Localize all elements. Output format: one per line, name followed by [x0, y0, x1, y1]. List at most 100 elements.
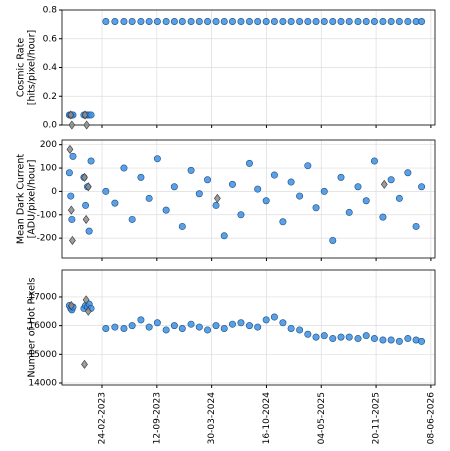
point-marker [66, 144, 74, 154]
point-marker [395, 337, 403, 345]
point-marker [370, 17, 378, 25]
y-tick-label: 200 [40, 140, 57, 150]
point-marker [82, 214, 90, 224]
point-marker [67, 301, 75, 311]
plot-frame [61, 269, 436, 386]
point-marker [128, 17, 136, 25]
point-marker [262, 17, 270, 25]
point-marker [387, 176, 395, 184]
point-marker [170, 17, 178, 25]
point-marker [304, 162, 312, 170]
point-marker [87, 111, 95, 119]
point-marker [162, 17, 170, 25]
y-tick-label: 14000 [28, 378, 57, 388]
point-marker [195, 190, 203, 198]
point-marker [362, 332, 370, 340]
point-marker [195, 17, 203, 25]
point-marker [65, 169, 73, 177]
point-marker [83, 120, 91, 130]
y-axis-label: [hits/pixel/hour] [27, 30, 38, 105]
point-marker [137, 173, 145, 181]
point-marker [145, 194, 153, 202]
point-marker [320, 187, 328, 195]
y-tick-label: 100 [40, 164, 57, 174]
point-marker [187, 17, 195, 25]
point-marker [128, 322, 136, 330]
point-marker [153, 17, 161, 25]
point-marker [320, 17, 328, 25]
point-marker [212, 17, 220, 25]
y-tick-label: 16000 [28, 321, 57, 331]
point-marker [170, 322, 178, 330]
point-marker [204, 176, 212, 184]
point-marker [270, 17, 278, 25]
point-marker [354, 183, 362, 191]
point-marker [212, 322, 220, 330]
point-marker [178, 222, 186, 230]
y-axis-label: Cosmic Rate [16, 38, 27, 97]
plot-frame [61, 139, 436, 259]
point-marker [102, 17, 110, 25]
point-marker [187, 166, 195, 174]
point-marker [220, 232, 228, 240]
point-marker [312, 204, 320, 212]
point-marker [84, 306, 92, 316]
point-marker [418, 17, 426, 25]
point-marker [81, 110, 89, 120]
y-tick-label: 0.4 [43, 63, 58, 73]
point-marker [287, 17, 295, 25]
y-tick-label: -200 [37, 234, 58, 244]
point-marker [228, 17, 236, 25]
point-marker [120, 325, 128, 333]
plot-frame [61, 9, 436, 126]
point-marker [68, 215, 76, 223]
point-marker [145, 323, 153, 331]
point-marker [329, 335, 337, 343]
point-marker [85, 227, 93, 235]
point-marker [279, 319, 287, 327]
point-marker [254, 185, 262, 193]
y-axis-label: Mean Dark Current [16, 154, 27, 244]
point-marker [345, 208, 353, 216]
point-marker [312, 17, 320, 25]
point-marker [214, 193, 221, 203]
point-marker [81, 359, 88, 369]
point-marker [304, 17, 312, 25]
point-marker [102, 325, 110, 333]
point-marker [153, 155, 161, 163]
point-marker [387, 336, 395, 344]
point-marker [153, 319, 161, 327]
point-marker [287, 178, 295, 186]
point-marker [120, 164, 128, 172]
x-tick-label: 16-10-2024 [262, 392, 272, 445]
y-tick-label: 0.0 [43, 121, 58, 131]
point-marker [345, 17, 353, 25]
point-marker [296, 326, 304, 334]
point-marker [337, 173, 345, 181]
point-marker [370, 157, 378, 165]
point-marker [312, 333, 320, 341]
y-tick-label: 15000 [28, 350, 57, 360]
y-tick-label: 0.2 [43, 92, 57, 102]
point-marker [404, 169, 412, 177]
point-marker [379, 213, 387, 221]
y-tick-label: 17000 [28, 292, 57, 302]
point-marker [68, 120, 76, 130]
point-marker [379, 17, 387, 25]
point-marker [137, 316, 145, 324]
y-axis-label: [ADU/pixel/hour] [27, 160, 38, 239]
y-tick-label: 0 [51, 187, 57, 197]
point-marker [228, 180, 236, 188]
x-tick-label: 08-06-2026 [426, 392, 436, 445]
point-marker [128, 215, 136, 223]
point-marker [67, 205, 75, 215]
point-marker [67, 110, 75, 120]
x-tick-label: 20-11-2025 [372, 392, 382, 444]
point-marker [137, 17, 145, 25]
point-marker [379, 336, 387, 344]
point-marker [262, 316, 270, 324]
point-marker [262, 197, 270, 205]
point-marker [296, 17, 304, 25]
y-tick-label: 0.6 [43, 34, 58, 44]
